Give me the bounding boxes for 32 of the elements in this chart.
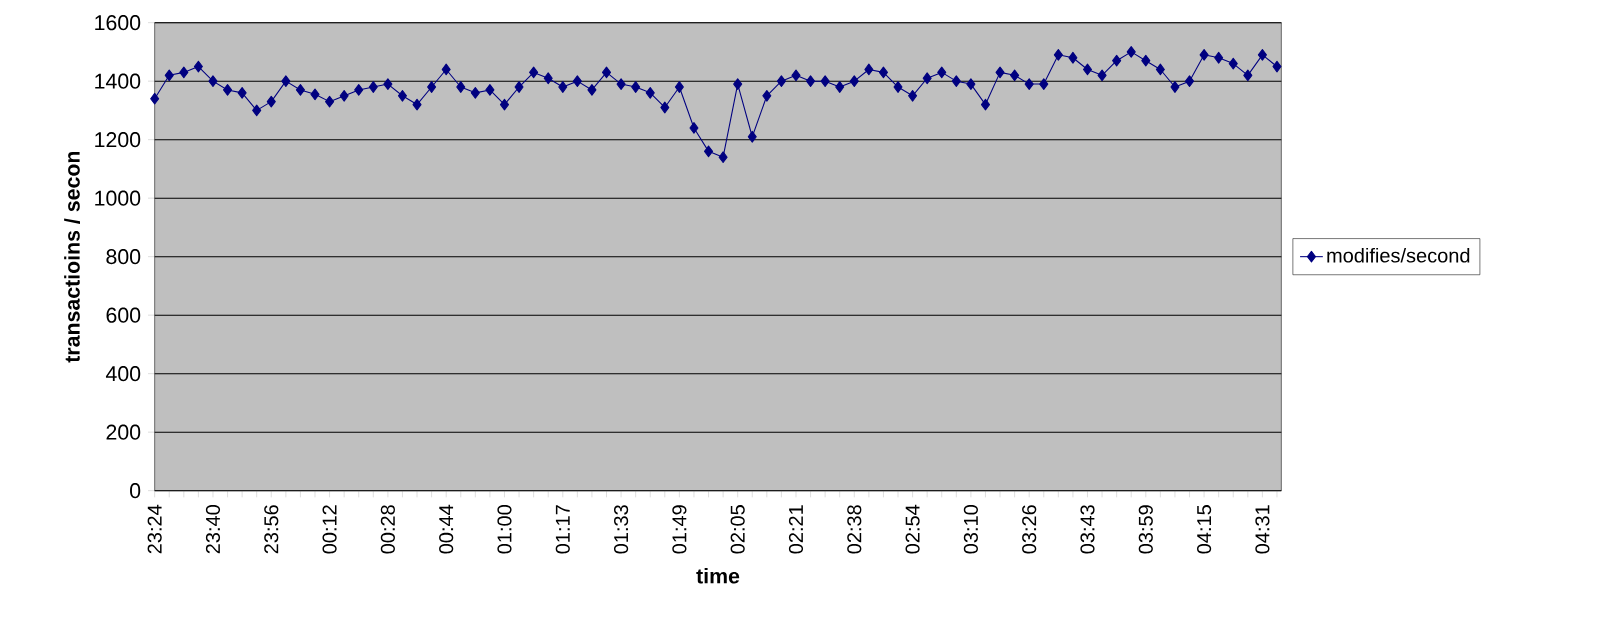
y-tick-label: 1600 bbox=[95, 15, 141, 31]
x-tick-label: 03:26 bbox=[1022, 505, 1037, 554]
x-tick-label: 00:12 bbox=[322, 505, 337, 554]
x-tick-label: 23:40 bbox=[205, 505, 221, 554]
y-tick-label: 200 bbox=[106, 424, 141, 440]
y-tick-label: 0 bbox=[130, 483, 141, 499]
x-axis-title: time bbox=[696, 567, 740, 584]
x-tick-label: 02:38 bbox=[847, 505, 862, 554]
y-tick-label: 800 bbox=[106, 249, 141, 265]
x-tick-label: 03:10 bbox=[963, 505, 978, 554]
x-tick-label: 01:17 bbox=[555, 505, 570, 554]
y-tick-label: 1400 bbox=[95, 73, 141, 89]
x-tick-label: 00:28 bbox=[380, 505, 395, 554]
x-tick-label: 01:49 bbox=[672, 505, 687, 554]
x-tick-label: 01:00 bbox=[497, 505, 512, 554]
x-tick-label: 01:33 bbox=[614, 505, 629, 554]
y-tick-label: 1200 bbox=[95, 132, 141, 148]
y-tick-label: 400 bbox=[105, 366, 141, 382]
y-tick-label: 600 bbox=[106, 307, 141, 323]
x-tick-label: 23:56 bbox=[264, 505, 279, 554]
x-tick-label: 02:54 bbox=[905, 504, 920, 554]
x-tick-label: 03:43 bbox=[1080, 505, 1095, 554]
x-tick-label: 04:31 bbox=[1255, 505, 1270, 554]
x-tick-label: 02:21 bbox=[788, 505, 804, 554]
x-tick-label: 03:59 bbox=[1138, 505, 1153, 554]
x-tick-label: 00:44 bbox=[439, 504, 454, 554]
x-tick-label: 02:05 bbox=[730, 505, 745, 554]
legend-label: modifies/second bbox=[1327, 247, 1470, 263]
x-tick-label: 23:24 bbox=[147, 504, 162, 554]
y-axis-title: transactioins / secon bbox=[64, 151, 81, 363]
x-tick-label: 04:15 bbox=[1197, 505, 1212, 554]
y-tick-label: 1000 bbox=[95, 190, 141, 206]
